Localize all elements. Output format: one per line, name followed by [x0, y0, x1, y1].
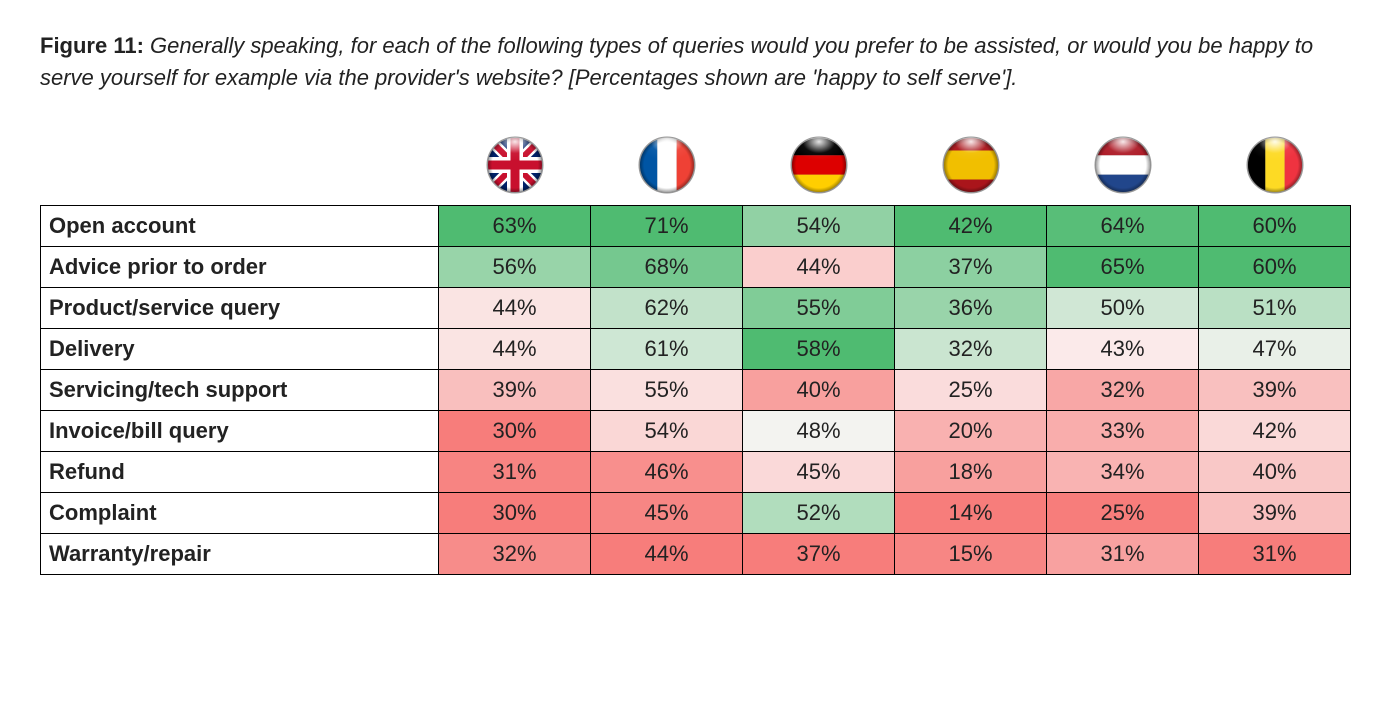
heat-cell: 32% — [439, 533, 591, 574]
heat-cell: 54% — [743, 205, 895, 246]
column-header-nl — [1047, 118, 1199, 206]
heat-cell: 37% — [895, 246, 1047, 287]
figure-caption: Figure 11: Generally speaking, for each … — [40, 30, 1350, 94]
heat-cell: 68% — [591, 246, 743, 287]
heat-cell: 42% — [895, 205, 1047, 246]
heat-cell: 44% — [439, 287, 591, 328]
table-row: Delivery44%61%58%32%43%47% — [41, 328, 1351, 369]
row-label: Delivery — [41, 328, 439, 369]
table-corner — [41, 118, 439, 206]
heat-cell: 44% — [743, 246, 895, 287]
de-flag-icon — [790, 181, 848, 198]
table-row: Servicing/tech support39%55%40%25%32%39% — [41, 369, 1351, 410]
column-header-es — [895, 118, 1047, 206]
heat-cell: 14% — [895, 492, 1047, 533]
row-label: Refund — [41, 451, 439, 492]
heat-cell: 44% — [439, 328, 591, 369]
table-row: Open account63%71%54%42%64%60% — [41, 205, 1351, 246]
heat-cell: 40% — [1199, 451, 1351, 492]
es-flag-icon — [942, 181, 1000, 198]
heat-cell: 58% — [743, 328, 895, 369]
heat-cell: 60% — [1199, 205, 1351, 246]
heat-cell: 46% — [591, 451, 743, 492]
be-flag-icon — [1246, 181, 1304, 198]
heat-cell: 39% — [439, 369, 591, 410]
heat-cell: 31% — [1199, 533, 1351, 574]
heat-cell: 30% — [439, 410, 591, 451]
nl-flag-icon — [1094, 181, 1152, 198]
heat-cell: 37% — [743, 533, 895, 574]
heat-cell: 36% — [895, 287, 1047, 328]
table-row: Product/service query44%62%55%36%50%51% — [41, 287, 1351, 328]
heat-cell: 25% — [1047, 492, 1199, 533]
table-row: Warranty/repair32%44%37%15%31%31% — [41, 533, 1351, 574]
heat-cell: 40% — [743, 369, 895, 410]
heat-cell: 55% — [743, 287, 895, 328]
fr-flag-icon — [638, 181, 696, 198]
heat-cell: 55% — [591, 369, 743, 410]
column-header-fr — [591, 118, 743, 206]
heatmap-table: Open account63%71%54%42%64%60%Advice pri… — [40, 118, 1351, 575]
heat-cell: 31% — [439, 451, 591, 492]
heat-cell: 39% — [1199, 492, 1351, 533]
row-label: Advice prior to order — [41, 246, 439, 287]
heat-cell: 54% — [591, 410, 743, 451]
row-label: Open account — [41, 205, 439, 246]
heat-cell: 43% — [1047, 328, 1199, 369]
heat-cell: 20% — [895, 410, 1047, 451]
heat-cell: 15% — [895, 533, 1047, 574]
heat-cell: 33% — [1047, 410, 1199, 451]
heat-cell: 56% — [439, 246, 591, 287]
heat-cell: 32% — [1047, 369, 1199, 410]
heat-cell: 31% — [1047, 533, 1199, 574]
heat-cell: 39% — [1199, 369, 1351, 410]
heat-cell: 45% — [743, 451, 895, 492]
row-label: Product/service query — [41, 287, 439, 328]
heat-cell: 32% — [895, 328, 1047, 369]
table-row: Invoice/bill query30%54%48%20%33%42% — [41, 410, 1351, 451]
heat-cell: 51% — [1199, 287, 1351, 328]
heat-cell: 30% — [439, 492, 591, 533]
heat-cell: 60% — [1199, 246, 1351, 287]
column-header-be — [1199, 118, 1351, 206]
heat-cell: 61% — [591, 328, 743, 369]
heat-cell: 63% — [439, 205, 591, 246]
heat-cell: 62% — [591, 287, 743, 328]
row-label: Warranty/repair — [41, 533, 439, 574]
heat-cell: 44% — [591, 533, 743, 574]
figure-label: Figure 11: — [40, 33, 144, 58]
heat-cell: 71% — [591, 205, 743, 246]
row-label: Invoice/bill query — [41, 410, 439, 451]
heat-cell: 47% — [1199, 328, 1351, 369]
heat-cell: 52% — [743, 492, 895, 533]
heat-cell: 34% — [1047, 451, 1199, 492]
figure-caption-text: Generally speaking, for each of the foll… — [40, 33, 1313, 90]
heat-cell: 45% — [591, 492, 743, 533]
column-header-de — [743, 118, 895, 206]
heat-cell: 18% — [895, 451, 1047, 492]
heat-cell: 42% — [1199, 410, 1351, 451]
row-label: Servicing/tech support — [41, 369, 439, 410]
heat-cell: 50% — [1047, 287, 1199, 328]
heat-cell: 25% — [895, 369, 1047, 410]
table-row: Advice prior to order56%68%44%37%65%60% — [41, 246, 1351, 287]
table-header-row — [41, 118, 1351, 206]
column-header-uk — [439, 118, 591, 206]
row-label: Complaint — [41, 492, 439, 533]
table-body: Open account63%71%54%42%64%60%Advice pri… — [41, 205, 1351, 574]
heat-cell: 64% — [1047, 205, 1199, 246]
heat-cell: 65% — [1047, 246, 1199, 287]
heat-cell: 48% — [743, 410, 895, 451]
table-row: Refund31%46%45%18%34%40% — [41, 451, 1351, 492]
table-row: Complaint30%45%52%14%25%39% — [41, 492, 1351, 533]
uk-flag-icon — [486, 181, 544, 198]
